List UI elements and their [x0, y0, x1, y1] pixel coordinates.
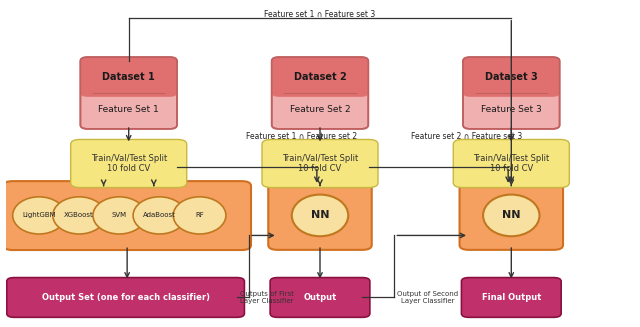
FancyBboxPatch shape: [461, 278, 561, 317]
FancyBboxPatch shape: [463, 57, 559, 97]
Text: Dataset 3: Dataset 3: [485, 72, 538, 82]
Text: RF: RF: [195, 213, 204, 218]
Text: XGBoost: XGBoost: [64, 213, 94, 218]
Text: Train/Val/Test Split
10 fold CV: Train/Val/Test Split 10 fold CV: [282, 154, 358, 173]
Ellipse shape: [133, 197, 186, 234]
FancyBboxPatch shape: [460, 181, 563, 250]
Text: Output: Output: [303, 293, 337, 302]
Text: Feature set 1 ∩ Feature set 3: Feature set 1 ∩ Feature set 3: [264, 10, 376, 19]
FancyBboxPatch shape: [262, 139, 378, 187]
FancyBboxPatch shape: [268, 181, 372, 250]
FancyBboxPatch shape: [270, 278, 370, 317]
FancyBboxPatch shape: [272, 57, 368, 97]
Text: Output Set (one for each classifier): Output Set (one for each classifier): [42, 293, 209, 302]
Text: NN: NN: [311, 210, 329, 220]
FancyBboxPatch shape: [81, 57, 177, 97]
FancyBboxPatch shape: [81, 57, 177, 129]
Text: Feature Set 1: Feature Set 1: [99, 105, 159, 113]
FancyBboxPatch shape: [6, 278, 244, 317]
Ellipse shape: [483, 195, 540, 236]
FancyBboxPatch shape: [453, 139, 570, 187]
Text: NN: NN: [502, 210, 520, 220]
FancyBboxPatch shape: [463, 57, 559, 129]
Text: Dataset 1: Dataset 1: [102, 72, 155, 82]
Text: SVM: SVM: [112, 213, 127, 218]
FancyBboxPatch shape: [272, 57, 368, 129]
FancyBboxPatch shape: [3, 181, 251, 250]
Text: Train/Val/Test Split
10 fold CV: Train/Val/Test Split 10 fold CV: [473, 154, 549, 173]
Text: Output of Second
Layer Classifier: Output of Second Layer Classifier: [397, 291, 458, 304]
Text: AdaBoost: AdaBoost: [143, 213, 176, 218]
Text: Feature Set 2: Feature Set 2: [290, 105, 350, 113]
Text: Outputs of First
Layer Classifier: Outputs of First Layer Classifier: [240, 291, 294, 304]
Ellipse shape: [292, 195, 348, 236]
Ellipse shape: [53, 197, 106, 234]
FancyBboxPatch shape: [70, 139, 187, 187]
Text: LightGBM: LightGBM: [22, 213, 56, 218]
Text: Train/Val/Test Split
10 fold CV: Train/Val/Test Split 10 fold CV: [91, 154, 167, 173]
Ellipse shape: [93, 197, 146, 234]
Ellipse shape: [13, 197, 65, 234]
Text: Feature set 1 ∩ Feature set 2: Feature set 1 ∩ Feature set 2: [246, 132, 357, 141]
Ellipse shape: [173, 197, 226, 234]
Text: Feature Set 3: Feature Set 3: [481, 105, 541, 113]
Text: Final Output: Final Output: [482, 293, 541, 302]
Text: Dataset 2: Dataset 2: [294, 72, 346, 82]
Text: Feature set 2 ∩ Feature set 3: Feature set 2 ∩ Feature set 3: [411, 132, 522, 141]
